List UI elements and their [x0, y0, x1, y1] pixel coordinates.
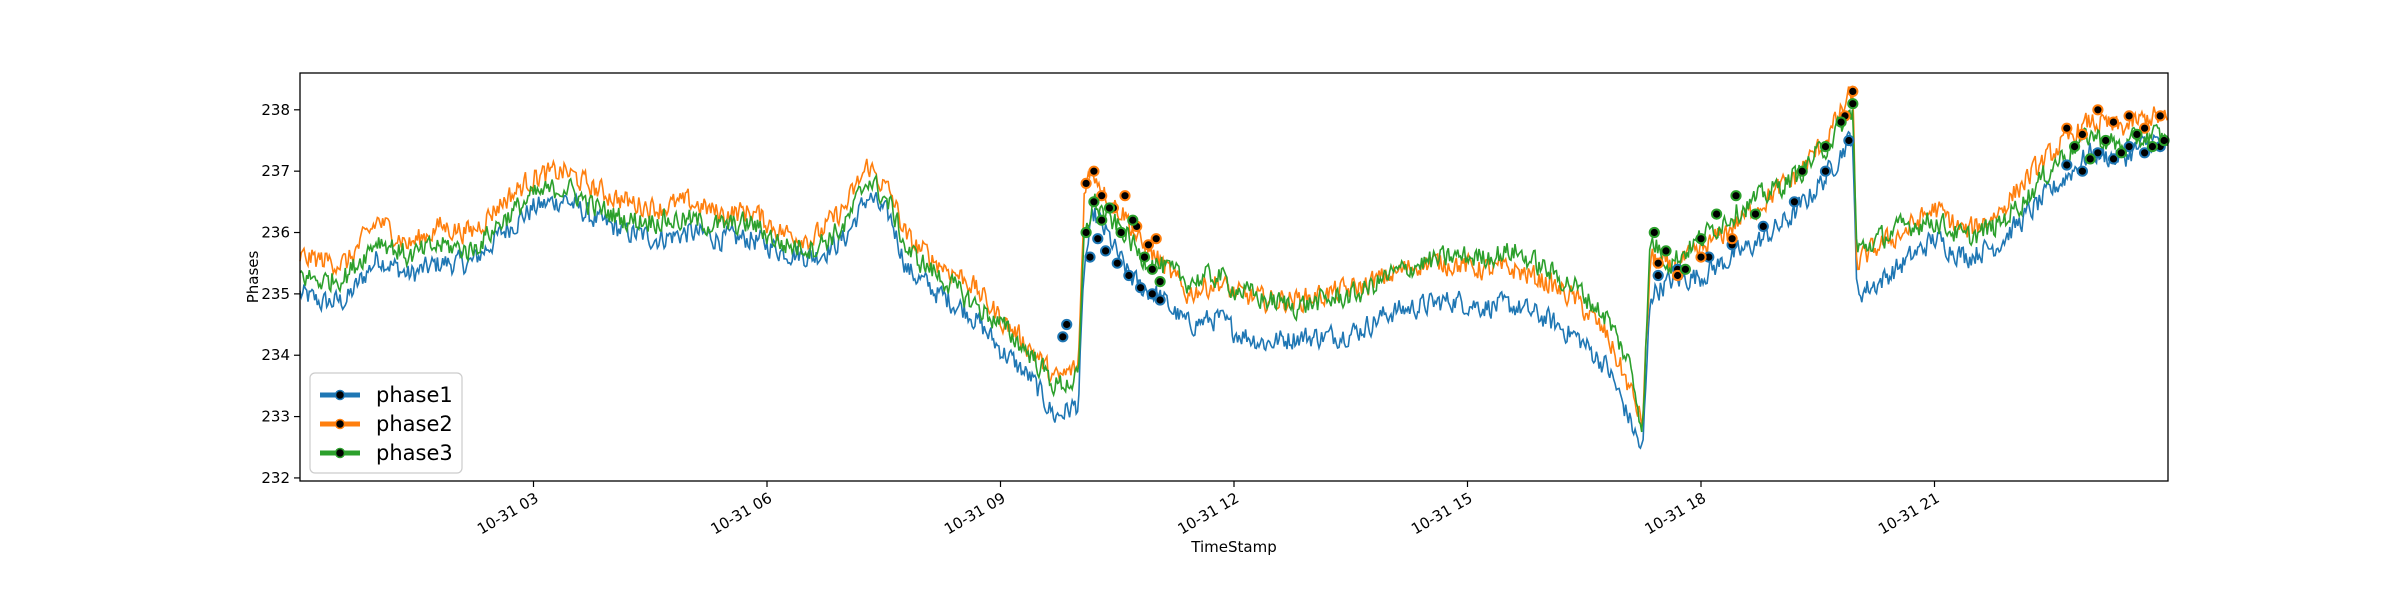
marker-phase3-10 [1660, 245, 1672, 257]
series-markers [1057, 85, 2170, 343]
marker-phase3-1 [1088, 196, 1100, 208]
marker-phase1-17 [1843, 134, 1855, 147]
marker-phase3-23 [2115, 147, 2127, 159]
marker-phase1-19 [2076, 165, 2088, 177]
x-tick-label-1: 10-31 06 [708, 489, 775, 538]
marker-phase3-6 [1138, 251, 1151, 263]
marker-phase3-2 [1096, 214, 1108, 226]
marker-phase3-19 [1847, 98, 1859, 110]
marker-phase3-20 [2069, 141, 2081, 153]
marker-phase3-22 [2100, 134, 2112, 147]
marker-phase2-18 [2123, 110, 2135, 122]
marker-phase2-6 [1142, 239, 1155, 251]
marker-phase2-7 [1150, 233, 1162, 245]
legend-marker-phase1 [334, 389, 346, 401]
marker-phase3-26 [2158, 134, 2170, 147]
y-tick-label-0: 232 [261, 469, 290, 487]
marker-phase2-19 [2139, 122, 2151, 134]
marker-phase3-24 [2131, 128, 2143, 140]
marker-phase3-13 [1711, 208, 1723, 220]
marker-phase1-14 [1757, 220, 1769, 232]
marker-phase3-25 [2146, 141, 2158, 153]
y-tick-label-4: 236 [261, 224, 290, 242]
marker-phase1-18 [2061, 159, 2073, 171]
marker-phase1-20 [2092, 147, 2104, 159]
marker-phase2-20 [2154, 110, 2166, 122]
marker-phase2-9 [1672, 269, 1684, 282]
marker-phase1-22 [2123, 141, 2135, 153]
y-axis-label: Phases [244, 251, 262, 304]
marker-phase2-11 [1726, 233, 1738, 245]
marker-phase2-15 [2076, 128, 2088, 140]
series-line-phase2 [299, 85, 2168, 428]
y-tick-label-5: 237 [261, 162, 290, 180]
series-line-phase1 [299, 130, 2168, 450]
legend-label-phase1: phase1 [376, 383, 453, 407]
marker-phase1-2 [1084, 251, 1096, 263]
marker-phase3-21 [2084, 153, 2096, 165]
marker-phase2-2 [1096, 190, 1108, 202]
marker-phase2-1 [1088, 165, 1100, 177]
marker-phase3-4 [1115, 226, 1127, 239]
x-tick-label-4: 10-31 15 [1408, 489, 1475, 538]
x-tick-label-0: 10-31 03 [474, 489, 541, 538]
marker-phase3-11 [1679, 263, 1692, 275]
marker-phase2-10 [1695, 251, 1707, 263]
marker-phase2-13 [1847, 85, 1859, 98]
series-lines [299, 85, 2168, 450]
x-tick-label-3: 10-31 12 [1175, 489, 1242, 538]
marker-phase3-12 [1695, 233, 1707, 245]
marker-phase1-10 [1652, 269, 1664, 282]
legend-marker-phase2 [334, 418, 346, 430]
marker-phase3-7 [1146, 263, 1158, 275]
marker-phase3-16 [1796, 165, 1808, 177]
x-tick-label-2: 10-31 09 [941, 489, 1008, 538]
marker-phase1-3 [1092, 233, 1104, 245]
y-axis: 232 233 234 235 236 237 238 [261, 101, 300, 487]
marker-phase1-1 [1061, 318, 1073, 331]
y-tick-label-6: 238 [261, 101, 290, 119]
marker-phase3-17 [1819, 141, 1832, 153]
marker-phase1-9 [1154, 294, 1166, 306]
marker-phase1-23 [2139, 147, 2151, 159]
legend-marker-phase3 [334, 447, 346, 459]
x-tick-label-5: 10-31 18 [1642, 489, 1709, 538]
marker-phase3-8 [1154, 276, 1166, 288]
marker-phase1-16 [1819, 165, 1832, 177]
legend-label-phase2: phase2 [376, 412, 453, 436]
marker-phase3-0 [1080, 226, 1092, 239]
marker-phase2-14 [2061, 122, 2073, 134]
marker-phase2-16 [2092, 104, 2104, 116]
series-line-phase3 [299, 109, 2168, 433]
marker-phase1-15 [1788, 196, 1801, 208]
marker-phase1-0 [1057, 331, 1069, 343]
marker-phase3-3 [1103, 202, 1116, 214]
marker-phase1-4 [1100, 245, 1112, 257]
marker-phase3-15 [1749, 208, 1762, 220]
y-tick-label-2: 234 [261, 346, 290, 364]
legend: phase1 phase2 phase3 [309, 372, 463, 474]
marker-phase3-5 [1127, 214, 1139, 226]
legend-box [309, 372, 463, 474]
x-axis: 10-31 03 10-31 06 10-31 09 10-31 12 10-31 15… [474, 481, 1943, 538]
y-tick-label-3: 235 [261, 285, 290, 303]
marker-phase3-14 [1730, 190, 1742, 202]
marker-phase3-9 [1648, 226, 1660, 239]
legend-label-phase3: phase3 [376, 441, 453, 465]
marker-phase1-8 [1146, 288, 1158, 300]
x-tick-label-6: 10-31 21 [1875, 489, 1942, 538]
y-tick-label-1: 233 [261, 408, 290, 426]
marker-phase2-0 [1080, 177, 1092, 189]
marker-phase2-8 [1652, 257, 1664, 269]
marker-phase2-4 [1119, 190, 1131, 202]
x-axis-label: TimeStamp [1190, 538, 1276, 556]
marker-phase3-18 [1835, 116, 1847, 128]
marker-phase1-6 [1123, 269, 1135, 282]
marker-phase1-7 [1135, 282, 1147, 294]
marker-phase1-21 [2107, 153, 2120, 165]
marker-phase2-17 [2107, 116, 2120, 128]
marker-phase1-5 [1111, 257, 1123, 269]
